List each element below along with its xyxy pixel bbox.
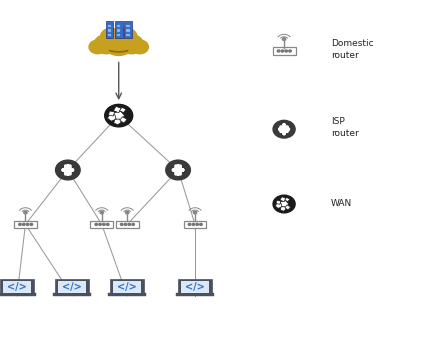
FancyBboxPatch shape [109, 293, 146, 296]
FancyBboxPatch shape [273, 47, 296, 55]
FancyBboxPatch shape [0, 293, 36, 296]
FancyBboxPatch shape [117, 29, 120, 32]
Circle shape [289, 50, 291, 52]
Circle shape [103, 30, 135, 55]
Circle shape [188, 223, 191, 225]
Circle shape [105, 104, 133, 127]
FancyBboxPatch shape [113, 280, 141, 293]
Circle shape [99, 223, 101, 225]
FancyBboxPatch shape [179, 278, 212, 295]
Text: WAN: WAN [331, 200, 352, 208]
FancyBboxPatch shape [117, 34, 120, 36]
Polygon shape [120, 117, 127, 123]
FancyBboxPatch shape [55, 278, 89, 295]
FancyBboxPatch shape [90, 221, 113, 228]
Circle shape [95, 223, 98, 225]
Text: ISP
router: ISP router [331, 117, 358, 138]
FancyBboxPatch shape [3, 280, 31, 293]
Circle shape [103, 223, 105, 225]
Circle shape [273, 120, 295, 138]
FancyBboxPatch shape [181, 280, 209, 293]
Circle shape [56, 160, 80, 180]
Circle shape [22, 223, 25, 225]
Circle shape [200, 223, 202, 225]
FancyBboxPatch shape [53, 293, 91, 296]
Circle shape [196, 223, 198, 225]
Polygon shape [114, 111, 125, 120]
FancyBboxPatch shape [126, 29, 130, 32]
Circle shape [273, 195, 295, 213]
Circle shape [116, 28, 137, 45]
Circle shape [94, 35, 118, 54]
FancyBboxPatch shape [116, 221, 139, 228]
Circle shape [120, 35, 143, 54]
Polygon shape [114, 106, 121, 113]
Circle shape [131, 40, 148, 54]
Circle shape [106, 223, 109, 225]
Circle shape [124, 223, 127, 225]
Polygon shape [120, 107, 126, 113]
FancyBboxPatch shape [115, 21, 123, 38]
FancyBboxPatch shape [0, 278, 33, 295]
FancyBboxPatch shape [124, 21, 132, 38]
FancyBboxPatch shape [108, 25, 111, 27]
FancyBboxPatch shape [108, 29, 111, 32]
Circle shape [277, 50, 280, 52]
Text: </>: </> [117, 282, 137, 292]
Polygon shape [280, 201, 289, 207]
FancyBboxPatch shape [14, 221, 37, 228]
Polygon shape [275, 203, 282, 208]
FancyBboxPatch shape [117, 25, 120, 27]
Circle shape [120, 223, 123, 225]
Circle shape [24, 211, 27, 214]
Circle shape [100, 211, 103, 214]
Polygon shape [280, 197, 286, 202]
Circle shape [192, 223, 195, 225]
Text: </>: </> [185, 282, 205, 292]
FancyBboxPatch shape [126, 34, 130, 36]
Polygon shape [280, 207, 286, 211]
Polygon shape [285, 205, 291, 210]
FancyBboxPatch shape [106, 21, 113, 38]
Circle shape [26, 223, 29, 225]
Polygon shape [114, 119, 121, 125]
FancyBboxPatch shape [58, 280, 86, 293]
Circle shape [282, 38, 286, 40]
Polygon shape [107, 114, 116, 121]
Circle shape [19, 223, 21, 225]
Text: Domestic
router: Domestic router [331, 39, 374, 60]
Text: </>: </> [7, 282, 27, 292]
Text: </>: </> [62, 282, 82, 292]
Circle shape [193, 211, 197, 214]
Circle shape [30, 223, 33, 225]
FancyBboxPatch shape [176, 293, 214, 296]
Circle shape [132, 223, 134, 225]
FancyBboxPatch shape [184, 221, 206, 228]
FancyBboxPatch shape [110, 278, 144, 295]
Polygon shape [285, 198, 290, 202]
Circle shape [126, 211, 129, 214]
Polygon shape [109, 111, 114, 116]
Circle shape [285, 50, 287, 52]
Circle shape [166, 160, 190, 180]
Circle shape [100, 28, 122, 45]
Polygon shape [276, 200, 281, 204]
Circle shape [89, 40, 106, 54]
Circle shape [281, 50, 284, 52]
FancyBboxPatch shape [126, 25, 130, 27]
Circle shape [128, 223, 131, 225]
FancyBboxPatch shape [108, 34, 111, 36]
